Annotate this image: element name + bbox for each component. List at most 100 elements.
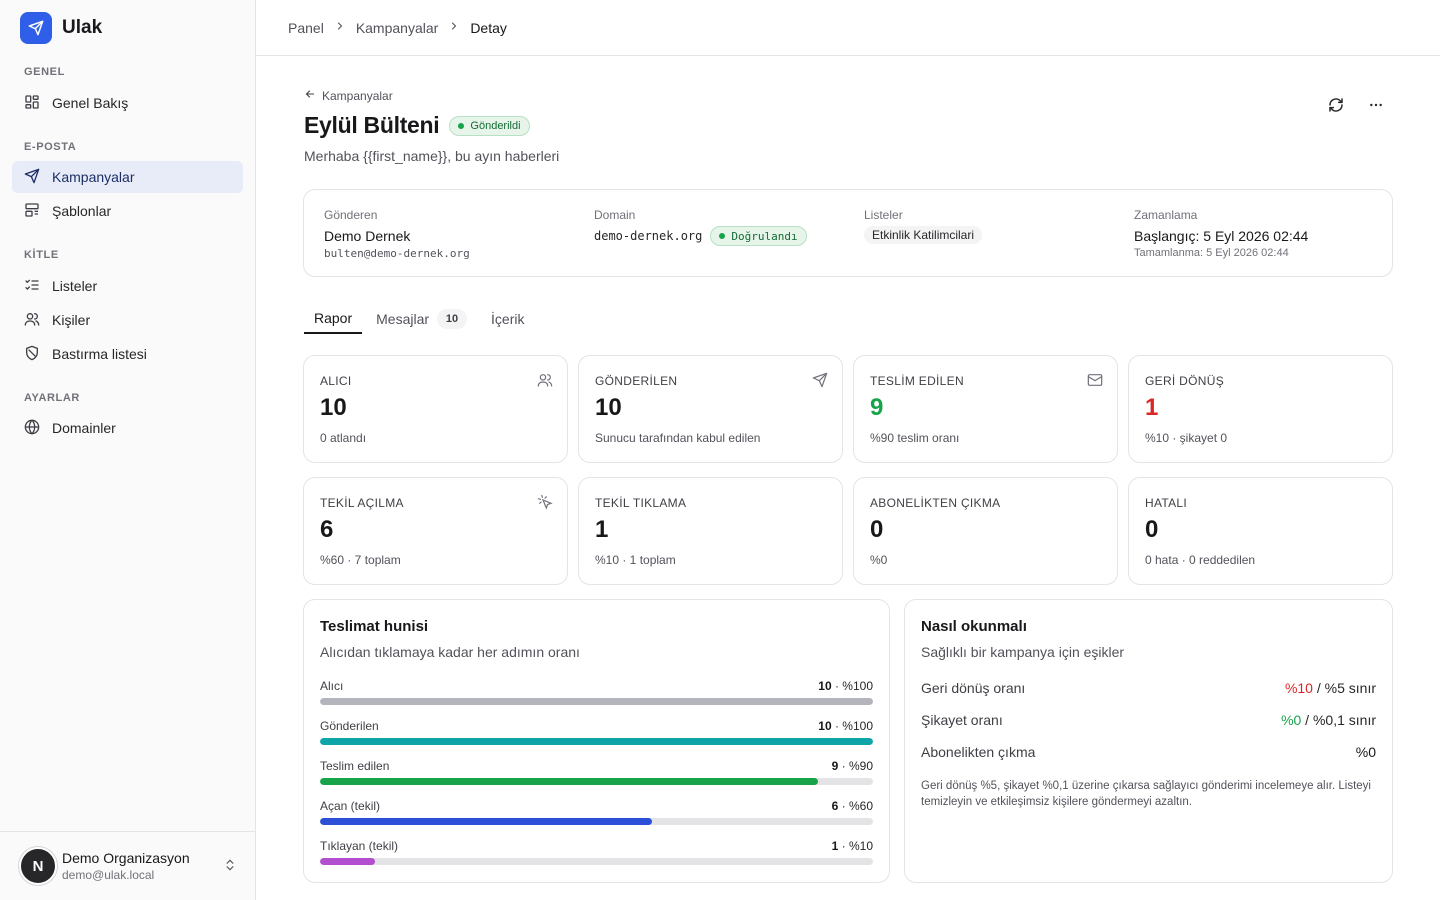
globe-icon — [24, 418, 40, 438]
nav-section-settings: AYARLAR — [24, 392, 80, 404]
brand[interactable]: Ulak — [20, 12, 102, 44]
reading-guide-panel: Nasıl okunmalı Sağlıklı bir kampanya içi… — [904, 599, 1393, 883]
funnel-row: Alıcı 10 · %100 — [320, 679, 873, 705]
threshold-row-complaint: Şikayet oranı %0 / %0,1 sınır — [921, 712, 1376, 728]
more-options-button[interactable] — [1362, 92, 1390, 120]
delivery-funnel-panel: Teslimat hunisi Alıcıdan tıklamaya kadar… — [303, 599, 890, 883]
stat-card-errors: HATALI 0 0 hata · 0 reddedilen — [1128, 477, 1393, 585]
users-icon — [24, 311, 40, 330]
shield-icon — [24, 345, 40, 364]
breadcrumb-current: Detay — [470, 19, 507, 36]
schedule-start: Başlangıç: 5 Eyl 2026 02:44 — [1134, 228, 1309, 244]
reading-subtitle: Sağlıklı bir kampanya için eşikler — [921, 644, 1125, 660]
stat-card-sent: GÖNDERİLEN 10 Sunucu tarafından kabul ed… — [578, 355, 843, 463]
funnel-bar-fill — [320, 698, 873, 705]
stat-card-delivered: TESLİM EDİLEN 9 %90 teslim oranı — [853, 355, 1118, 463]
user-email: demo@ulak.local — [62, 868, 155, 882]
campaign-subject: Merhaba {{first_name}}, bu ayın haberler… — [304, 148, 560, 164]
brand-logo-icon — [20, 12, 52, 44]
tab-messages[interactable]: Mesajlar 10 — [366, 304, 477, 334]
chevron-right-icon — [448, 20, 460, 35]
threshold-row-unsubscribe: Abonelikten çıkma %0 — [921, 744, 1376, 760]
back-link-label: Kampanyalar — [322, 88, 393, 103]
breadcrumb: Panel Kampanyalar Detay — [256, 0, 1440, 56]
list-chip[interactable]: Etkinlik Katilimcilari — [864, 226, 983, 244]
brand-name: Ulak — [62, 17, 103, 38]
domain-label: Domain — [594, 208, 636, 222]
arrow-left-icon — [304, 88, 316, 103]
lists-label: Listeler — [864, 208, 903, 222]
back-link[interactable]: Kampanyalar — [304, 88, 393, 103]
users-icon — [537, 372, 553, 391]
list-check-icon — [24, 277, 40, 296]
reading-title: Nasıl okunmalı — [921, 618, 1027, 635]
reading-note: Geri dönüş %5, şikayet %0,1 üzerine çıka… — [921, 780, 1371, 808]
sender-label: Gönderen — [324, 208, 378, 222]
messages-count-badge: 10 — [437, 309, 468, 329]
breadcrumb-panel[interactable]: Panel — [288, 19, 324, 36]
sidebar-item-suppression[interactable]: Bastırma listesi — [12, 338, 243, 370]
breadcrumb-campaigns[interactable]: Kampanyalar — [355, 19, 439, 36]
funnel-title: Teslimat hunisi — [320, 618, 429, 635]
sidebar-item-contacts[interactable]: Kişiler — [12, 304, 243, 336]
funnel-row: Tıklayan (tekil) 1 · %10 — [320, 839, 873, 865]
nav-section-email: E-POSTA — [24, 141, 77, 153]
page-title: Eylül Bülteni — [304, 112, 440, 138]
tab-content[interactable]: İçerik — [491, 311, 525, 327]
refresh-button[interactable] — [1322, 92, 1350, 120]
sidebar-item-label: Şablonlar — [52, 203, 112, 219]
sidebar-item-templates[interactable]: Şablonlar — [12, 195, 243, 227]
more-horizontal-icon — [1368, 97, 1384, 116]
schedule-end: Tamamlanma: 5 Eyl 2026 02:44 — [1134, 247, 1289, 259]
campaign-info-card: Gönderen Demo Dernek bulten@demo-dernek.… — [303, 189, 1393, 277]
schedule-label: Zamanlama — [1134, 208, 1198, 222]
avatar: N — [19, 847, 57, 885]
nav-section-general: GENEL — [24, 66, 65, 78]
funnel-bar-fill — [320, 858, 376, 865]
tab-report[interactable]: Rapor — [304, 304, 363, 334]
sender-email: bulten@demo-dernek.org — [324, 247, 470, 260]
sidebar-item-campaigns[interactable]: Kampanyalar — [12, 161, 243, 193]
sidebar-item-domains[interactable]: Domainler — [12, 412, 243, 444]
sidebar-item-label: Listeler — [52, 278, 98, 294]
domain-value: demo-dernek.org — [594, 229, 703, 243]
send-icon — [24, 168, 40, 187]
sidebar-item-label: Bastırma listesi — [52, 346, 147, 362]
user-name: Demo Organizasyon — [62, 850, 190, 866]
sidebar-item-lists[interactable]: Listeler — [12, 270, 243, 302]
funnel-bar-fill — [320, 738, 873, 745]
stat-card-recipients: ALICI 10 0 atlandı — [303, 355, 568, 463]
sidebar: Ulak GENEL Genel Bakış E-POSTA Kampanyal… — [0, 0, 256, 900]
user-menu[interactable]: N Demo Organizasyon demo@ulak.local — [0, 831, 255, 900]
sidebar-item-overview[interactable]: Genel Bakış — [12, 87, 243, 119]
sidebar-item-label: Genel Bakış — [52, 95, 129, 111]
dashboard-icon — [24, 94, 40, 113]
stat-card-unique-opens: TEKİL AÇILMA 6 %60 · 7 toplam — [303, 477, 568, 585]
refresh-icon — [1328, 97, 1344, 116]
funnel-row: Gönderilen 10 · %100 — [320, 719, 873, 745]
sender-name: Demo Dernek — [324, 228, 411, 244]
status-badge: Gönderildi — [449, 115, 530, 136]
tab-bar: Rapor Mesajlar 10 İçerik — [304, 304, 535, 334]
funnel-bar-fill — [320, 778, 818, 785]
funnel-subtitle: Alıcıdan tıklamaya kadar her adımın oran… — [320, 644, 580, 660]
sidebar-item-label: Domainler — [52, 420, 116, 436]
funnel-bar-fill — [320, 818, 652, 825]
funnel-row: Açan (tekil) 6 · %60 — [320, 799, 873, 825]
stat-card-unsubscribes: ABONELİKTEN ÇIKMA 0 %0 — [853, 477, 1118, 585]
mail-check-icon — [1087, 372, 1103, 391]
main-content: Kampanyalar Eylül Bülteni Gönderildi Mer… — [256, 56, 1440, 900]
sidebar-item-label: Kampanyalar — [52, 169, 135, 185]
send-icon — [812, 372, 828, 391]
domain-verified-badge: Doğrulandı — [710, 226, 807, 246]
threshold-row-bounce: Geri dönüş oranı %10 / %5 sınır — [921, 680, 1376, 696]
template-icon — [24, 202, 40, 221]
chevron-up-down-icon[interactable] — [223, 858, 237, 875]
nav-section-audience: KİTLE — [24, 249, 59, 261]
pointer-click-icon — [537, 494, 553, 513]
stat-card-bounce: GERİ DÖNÜŞ 1 %10 · şikayet 0 — [1128, 355, 1393, 463]
funnel-row: Teslim edilen 9 · %90 — [320, 759, 873, 785]
sidebar-item-label: Kişiler — [52, 312, 91, 328]
chevron-right-icon — [334, 20, 346, 35]
stat-card-unique-clicks: TEKİL TIKLAMA 1 %10 · 1 toplam — [578, 477, 843, 585]
